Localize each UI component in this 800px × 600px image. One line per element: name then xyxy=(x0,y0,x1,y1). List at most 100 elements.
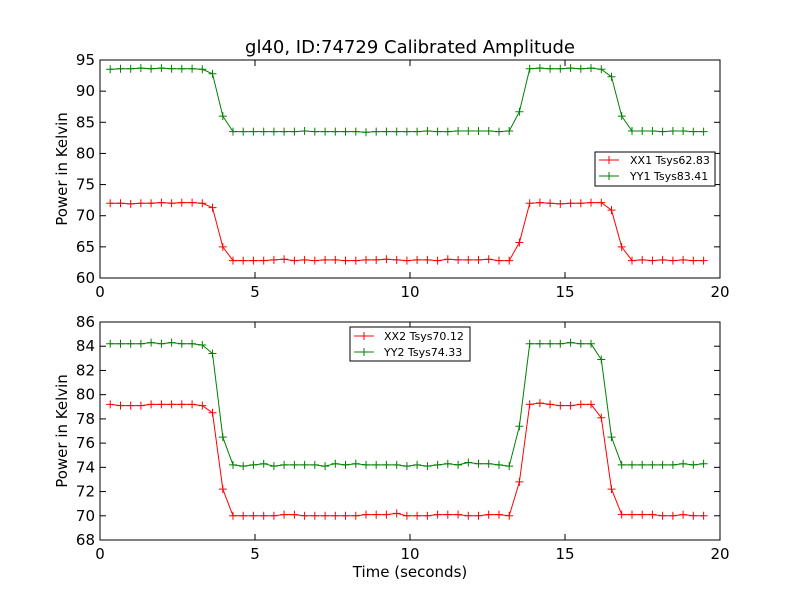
data-point xyxy=(699,511,708,520)
data-point xyxy=(198,341,207,349)
data-point xyxy=(515,238,524,247)
data-point xyxy=(668,511,677,520)
bottom-y-ticks: 68 70 72 74 76 78 80 82 84 86 xyxy=(76,313,720,549)
data-point xyxy=(341,256,350,265)
data-point xyxy=(638,460,647,469)
data-point xyxy=(628,460,636,469)
data-point xyxy=(617,510,626,519)
top-x-ticks: 0 5 10 15 20 xyxy=(95,60,730,301)
bottom-y-axis-label: Power in Kelvin xyxy=(53,374,71,488)
data-point xyxy=(474,127,483,135)
data-point xyxy=(106,400,115,409)
data-point xyxy=(607,206,616,215)
data-point xyxy=(382,460,391,469)
x-tick-label: 15 xyxy=(555,545,574,563)
top-chart: gl40, ID:74729 Calibrated Amplitude 0 5 10… xyxy=(53,37,730,301)
data-point xyxy=(198,199,207,208)
data-point xyxy=(331,127,340,136)
y-tick-label: 74 xyxy=(76,458,95,476)
data-point xyxy=(116,64,125,73)
top-legend-label-xx1: XX1 Tsys62.83 xyxy=(630,154,710,167)
bottom-legend-entry-yy2: YY2 Tsys74.33 xyxy=(354,346,462,359)
data-point xyxy=(413,460,422,469)
data-point xyxy=(525,64,534,73)
bottom-legend-box xyxy=(349,326,471,362)
data-point xyxy=(147,199,156,208)
data-point xyxy=(658,460,667,469)
data-point xyxy=(699,256,708,265)
x-tick-label: 5 xyxy=(250,545,260,563)
top-series-group xyxy=(106,64,708,265)
series-line xyxy=(110,67,704,133)
series-xx1 xyxy=(106,198,708,265)
data-point xyxy=(495,127,503,136)
data-point xyxy=(525,199,534,208)
data-point xyxy=(587,64,595,73)
data-point xyxy=(167,338,176,347)
data-point xyxy=(136,64,145,73)
data-point xyxy=(546,199,555,208)
x-tick-label: 0 xyxy=(95,545,105,563)
data-point xyxy=(607,433,616,442)
x-tick-label: 20 xyxy=(710,545,729,563)
data-point xyxy=(310,511,319,520)
data-point xyxy=(218,242,227,251)
data-point xyxy=(362,460,370,469)
data-point xyxy=(484,255,493,264)
data-point xyxy=(310,256,319,265)
data-point xyxy=(290,460,299,469)
data-point xyxy=(362,255,370,264)
y-tick-label: 68 xyxy=(76,531,95,549)
data-point xyxy=(617,112,626,121)
data-point xyxy=(239,127,248,136)
data-point xyxy=(402,511,411,520)
data-point xyxy=(249,511,258,520)
data-point xyxy=(177,198,186,207)
data-point xyxy=(525,400,534,409)
data-point xyxy=(362,128,370,137)
data-point xyxy=(556,401,565,410)
chart-title: gl40, ID:74729 Calibrated Amplitude xyxy=(245,37,575,58)
data-point xyxy=(126,339,135,348)
data-point xyxy=(331,459,340,468)
data-point xyxy=(116,339,125,348)
data-point xyxy=(351,511,360,520)
data-point xyxy=(167,64,176,73)
data-point xyxy=(689,460,698,469)
data-point xyxy=(617,242,626,251)
data-point xyxy=(218,112,227,121)
top-legend-marker-yy1 xyxy=(605,172,613,180)
data-point xyxy=(126,401,135,410)
data-point xyxy=(290,510,299,519)
data-point xyxy=(423,462,432,471)
data-point xyxy=(136,339,145,348)
data-point xyxy=(658,255,667,264)
y-tick-label: 65 xyxy=(76,238,95,256)
data-point xyxy=(495,256,503,265)
data-point xyxy=(147,400,156,409)
data-point xyxy=(628,510,636,519)
bottom-legend-label-xx2: XX2 Tsys70.12 xyxy=(384,330,464,343)
data-point xyxy=(617,460,626,469)
data-point xyxy=(229,460,237,469)
data-point xyxy=(269,511,278,520)
data-point xyxy=(484,127,493,135)
data-point xyxy=(382,510,391,519)
data-point xyxy=(495,510,503,519)
data-point xyxy=(668,460,677,469)
data-point xyxy=(300,255,309,264)
data-point xyxy=(218,433,227,442)
data-point xyxy=(147,338,156,347)
data-point xyxy=(628,256,636,265)
data-point xyxy=(576,400,585,409)
data-point xyxy=(423,511,432,520)
data-point xyxy=(556,64,565,73)
data-point xyxy=(454,460,463,469)
data-point xyxy=(157,339,166,348)
data-point xyxy=(372,127,381,136)
bottom-series-group xyxy=(106,338,708,520)
y-tick-label: 82 xyxy=(76,361,95,379)
data-point xyxy=(638,127,647,135)
data-point xyxy=(515,477,524,486)
data-point xyxy=(116,199,125,208)
